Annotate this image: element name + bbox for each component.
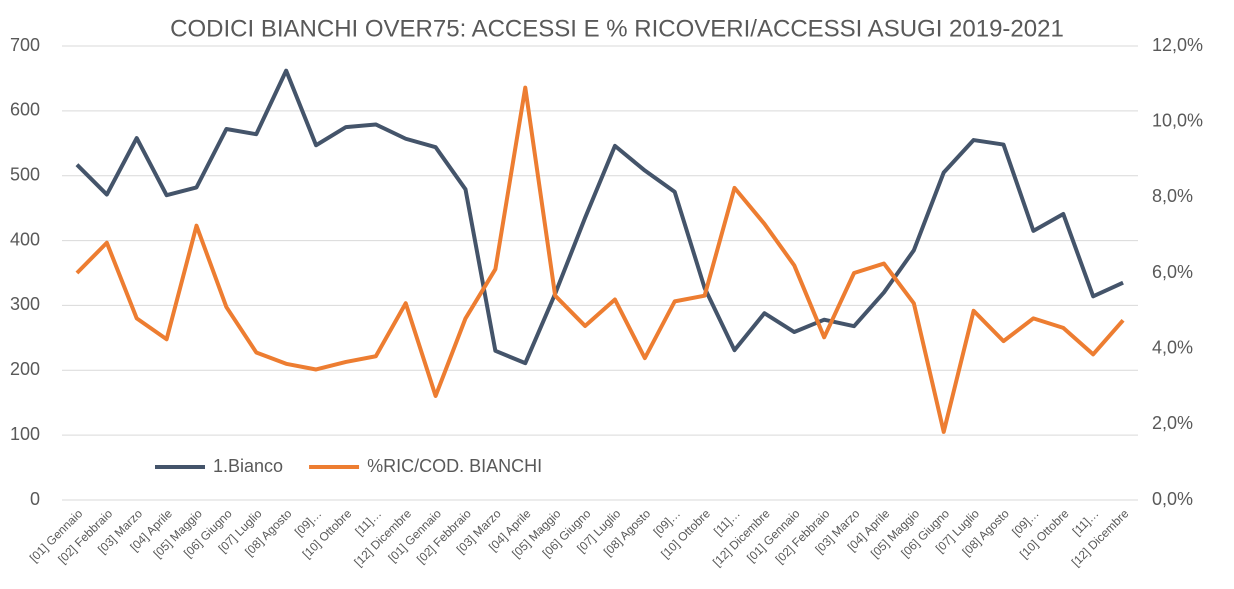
series-line — [75, 68, 1124, 366]
legend-label: 1.Bianco — [213, 456, 283, 476]
y2-tick-label: 12,0% — [1152, 35, 1203, 55]
y2-tick-label: 10,0% — [1152, 110, 1203, 130]
series-line — [75, 85, 1125, 434]
y2-tick-label: 4,0% — [1152, 337, 1193, 357]
y2-tick-label: 6,0% — [1152, 262, 1193, 282]
y-tick-label: 700 — [10, 35, 40, 55]
y2-tick-label: 0,0% — [1152, 489, 1193, 509]
y2-tick-label: 2,0% — [1152, 413, 1193, 433]
y-tick-label: 0 — [30, 489, 40, 509]
y-tick-label: 500 — [10, 164, 40, 184]
y-tick-label: 200 — [10, 359, 40, 379]
y2-tick-label: 8,0% — [1152, 186, 1193, 206]
y-tick-label: 600 — [10, 100, 40, 120]
y-tick-label: 400 — [10, 229, 40, 249]
y-tick-label: 300 — [10, 294, 40, 314]
legend-label: %RIC/COD. BIANCHI — [367, 456, 542, 476]
chart-title: CODICI BIANCHI OVER75: ACCESSI E % RICOV… — [170, 15, 1064, 42]
y-tick-label: 100 — [10, 424, 40, 444]
